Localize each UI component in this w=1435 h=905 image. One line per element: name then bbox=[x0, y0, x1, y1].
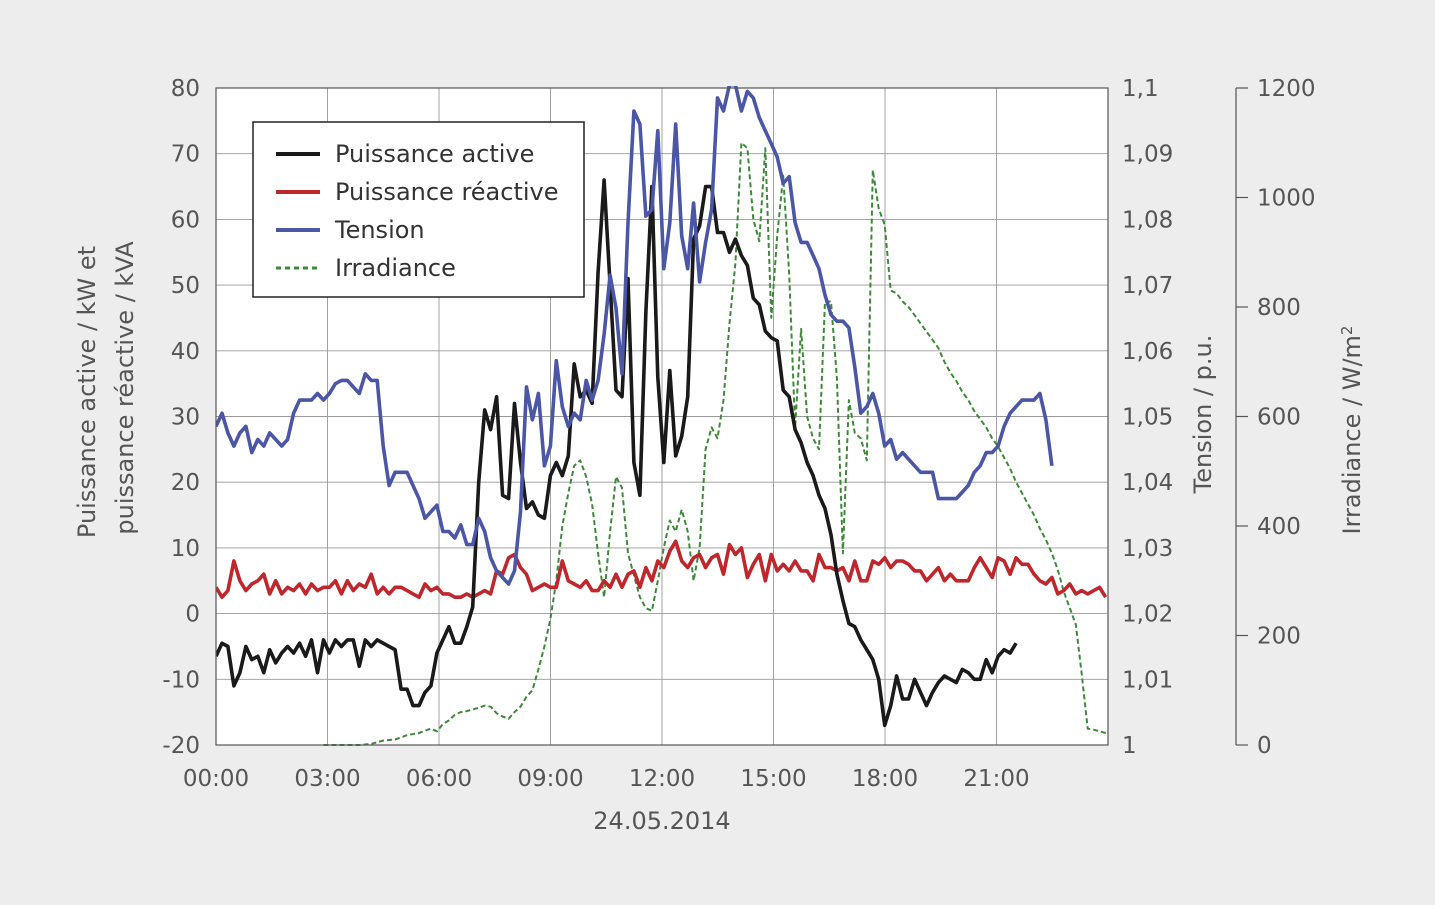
right1-tick-label: 1,02 bbox=[1122, 602, 1173, 628]
series-line-tension bbox=[216, 86, 1054, 586]
right1-tick-label: 1,07 bbox=[1122, 273, 1173, 299]
x-tick-label: 18:00 bbox=[852, 766, 918, 792]
left-tick-label: -20 bbox=[162, 733, 200, 759]
right1-tick-label: 1,01 bbox=[1122, 667, 1173, 693]
right2-axis-label-sup: 2 bbox=[1338, 326, 1356, 336]
right1-tick-label: 1,09 bbox=[1122, 142, 1173, 168]
left-tick-label: 0 bbox=[185, 602, 200, 628]
right1-tick-label: 1,04 bbox=[1122, 470, 1173, 496]
legend-label: Irradiance bbox=[335, 254, 456, 282]
left-tick-label: 20 bbox=[171, 470, 200, 496]
right2-tick-label: 400 bbox=[1257, 514, 1301, 540]
right1-tick-label: 1,1 bbox=[1122, 76, 1159, 102]
right-axis-tension: 1,1 1,09 1,08 1,07 1,06 1,05 1,04 1,03 1,02 1,01 1 bbox=[1122, 76, 1173, 759]
series-group bbox=[216, 86, 1108, 746]
x-axis-ticks: 00:00 03:00 06:00 09:00 12:00 15:00 18:00 21:00 bbox=[183, 766, 1030, 792]
right1-tick-label: 1,05 bbox=[1122, 405, 1173, 431]
right2-axis-label: Irradiance / W/m2 bbox=[1338, 326, 1366, 535]
right1-tick-label: 1,03 bbox=[1122, 536, 1173, 562]
legend-box bbox=[252, 121, 585, 298]
left-tick-label: 10 bbox=[171, 536, 200, 562]
left-tick-label: 40 bbox=[171, 339, 200, 365]
left-axis-ticks: 80 70 60 50 40 30 20 10 0 -10 -20 bbox=[162, 76, 200, 759]
right1-tick-label: 1,08 bbox=[1122, 207, 1173, 233]
right-axis-irradiance: 1200 1000 800 600 400 200 0 bbox=[1235, 76, 1316, 759]
right2-tick-label: 1200 bbox=[1257, 76, 1316, 102]
x-tick-label: 15:00 bbox=[740, 766, 806, 792]
legend-label: Puissance réactive bbox=[335, 178, 559, 206]
left-axis-label-line2: puissance réactive / kVA bbox=[111, 241, 139, 535]
legend-label: Puissance active bbox=[335, 140, 534, 168]
x-axis-label: 24.05.2014 bbox=[593, 807, 730, 835]
plot-frame bbox=[215, 87, 1109, 746]
right2-tick-label: 800 bbox=[1257, 295, 1301, 321]
left-tick-label: 50 bbox=[171, 273, 200, 299]
left-tick-label: 70 bbox=[171, 142, 200, 168]
x-tick-label: 03:00 bbox=[294, 766, 360, 792]
right2-axis-label-text: Irradiance / W/m bbox=[1338, 335, 1366, 534]
series-line-puissance-active bbox=[216, 178, 1018, 728]
right2-tick-label: 600 bbox=[1257, 405, 1301, 431]
x-tick-label: 09:00 bbox=[517, 766, 583, 792]
right1-tick-label: 1 bbox=[1122, 733, 1137, 759]
right2-tick-label: 200 bbox=[1257, 624, 1301, 650]
series-line-irradiance bbox=[323, 141, 1108, 746]
left-tick-label: -10 bbox=[162, 667, 200, 693]
left-tick-label: 60 bbox=[171, 207, 200, 233]
legend: Puissance active Puissance réactive Tensio… bbox=[252, 121, 585, 298]
right2-tick-label: 1000 bbox=[1257, 186, 1316, 212]
left-axis-label-line1: Puissance active / kW et bbox=[73, 246, 101, 538]
legend-label: Tension bbox=[334, 216, 425, 244]
x-tick-label: 06:00 bbox=[406, 766, 472, 792]
left-tick-label: 80 bbox=[171, 76, 200, 102]
x-tick-label: 00:00 bbox=[183, 766, 249, 792]
left-tick-label: 30 bbox=[171, 405, 200, 431]
x-tick-label: 21:00 bbox=[963, 766, 1029, 792]
right2-tick-label: 0 bbox=[1257, 733, 1272, 759]
x-tick-label: 12:00 bbox=[629, 766, 695, 792]
right1-tick-label: 1,06 bbox=[1122, 339, 1173, 365]
right1-axis-label: Tension / p.u. bbox=[1189, 335, 1217, 495]
legend-items: Puissance active Puissance réactive Tensio… bbox=[276, 140, 559, 282]
series-line-puissance-r-active bbox=[216, 539, 1108, 599]
